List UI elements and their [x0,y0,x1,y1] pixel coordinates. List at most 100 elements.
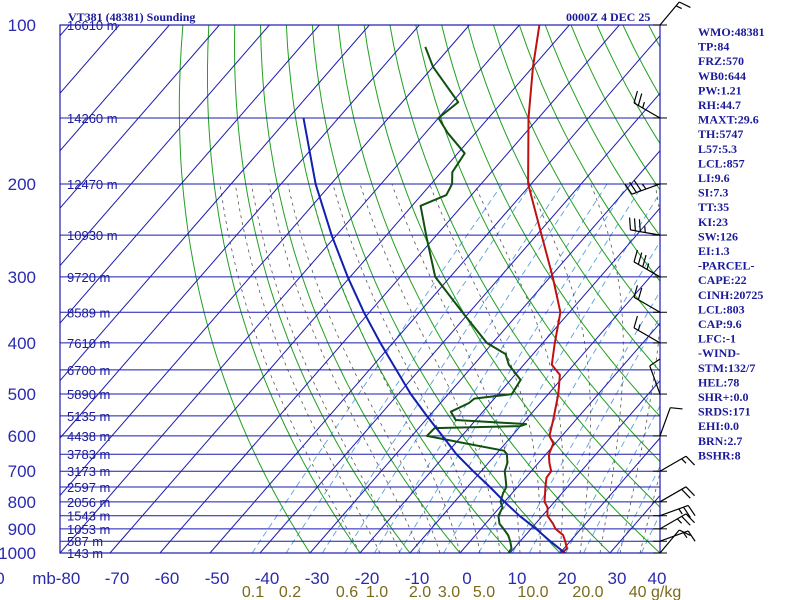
wind-feather [681,488,691,499]
isotherm-line [60,25,270,267]
pressure-tick-label: 200 [8,175,36,194]
pressure-tick-label: 500 [8,385,36,404]
wind-staff [649,365,661,395]
index-item: EI:1.3 [698,244,730,258]
temperature-tick-label: mb [32,569,56,588]
index-item: EHI:0.0 [698,419,739,433]
pressure-tick-label: 1000 [0,544,36,563]
mixing-ratio-line [416,183,644,553]
isotherm-line [409,264,660,553]
height-label: 16610 m [67,18,118,33]
mixing-ratio-tick-label: 2.0 [409,584,431,600]
wind-feather [629,181,638,193]
index-item: LI:9.6 [698,171,730,185]
index-item: -PARCEL- [698,259,754,273]
wind-half-feather [682,532,688,539]
wind-feather [637,252,643,265]
height-label: 2056 m [67,495,110,510]
wind-barb [633,249,667,278]
temperature-tick-label: 10 [508,569,527,588]
wind-half-feather [681,458,687,464]
wind-barb [649,358,667,395]
temperature-tick-label: -50 [205,569,230,588]
pressure-tick-label: 700 [8,462,36,481]
index-item: LCL:857 [698,156,745,170]
temperature-tick-label: -10 [405,569,430,588]
wind-feather [633,249,638,263]
pressure-tick-label: 300 [8,268,36,287]
mixing-ratio-tick-label: 0.1 [242,584,264,600]
wind-barb [633,285,667,313]
wind-barbs [624,1,696,554]
wind-feather [633,180,642,192]
index-item: WB0:644 [698,69,746,83]
mixing-ratio-tick-label: 0.2 [279,584,301,600]
index-item: RH:44.7 [698,98,741,112]
wind-feather [685,513,696,524]
index-item: STM:132/7 [698,361,755,375]
isobars [60,24,660,554]
index-item: -WIND- [698,346,740,360]
mixing-ratio-line [398,183,629,553]
wind-feather [679,529,691,536]
height-label: 4438 m [67,429,110,444]
height-label: 1543 m [67,509,110,524]
isotherm-line [60,25,420,439]
moist-adiabat [234,183,381,553]
wind-barb [633,315,667,344]
wind-feather [681,515,691,526]
temperature-tick-label: -70 [105,569,130,588]
wind-half-feather [676,518,683,524]
index-item: L57:5.3 [698,142,737,156]
isotherm-line [60,25,220,209]
wind-feather [624,183,633,195]
height-label: 8589 m [67,305,110,320]
wind-feather [687,530,696,542]
temperature-tick-label: 40 [648,569,667,588]
wind-feather [687,505,696,517]
wind-barb [653,1,691,26]
isotherm-line [359,207,660,553]
height-label: 3783 m [67,447,110,462]
moist-adiabat [219,183,361,553]
height-label: 7610 m [67,336,110,351]
index-item: TH:5747 [698,127,743,141]
valid-time: 0000Z 4 DEC 25 [566,10,650,24]
index-item: WMO:48381 [698,25,765,39]
mixing-ratio-tick-label: 10.0 [517,584,548,600]
wind-feather [679,1,691,8]
index-item: SW:126 [698,229,738,243]
wind-barb [653,529,691,554]
wind-barb [653,455,696,472]
mixing-ratio-tick-label: 0.6 [336,584,358,600]
index-item: SI:7.3 [698,186,728,200]
mixing-ratio-tick-label: 3.0 [438,584,460,600]
temperature-tick-label: 30 [608,569,627,588]
profile-lines [302,25,568,553]
index-item: KI:23 [698,215,728,229]
wind-feather [685,455,696,466]
index-item: LFC:-1 [698,332,736,346]
pressure-tick-label: 400 [8,334,36,353]
wind-barb [653,504,696,518]
isotherm-line [459,322,660,553]
wind-barb [624,180,667,195]
mixing-ratio-tick-label: 1.0 [366,584,388,600]
wind-half-feather [641,183,647,190]
index-item: CAP:9.6 [698,317,742,331]
moist-adiabat [429,183,541,553]
wind-feather [682,506,691,518]
mixing-ratio-line [322,183,564,553]
temperature-tick-label: 20 [558,569,577,588]
dewpoint-line [419,46,528,553]
index-item: HEL:78 [698,375,739,389]
mixing-ratio-tick-label: 40 g/kg [629,584,681,600]
temperature-tick-label: -80 [56,569,81,588]
temperature-tick-label: -30 [305,569,330,588]
index-item: SHR+:0.0 [698,390,749,404]
wind-half-feather [646,263,650,270]
indices-panel: WMO:48381TP:84FRZ:570WB0:644PW:1.21RH:44… [698,25,765,462]
wind-barb [633,90,667,119]
height-label: 5890 m [67,387,110,402]
wind-feather [633,218,636,231]
